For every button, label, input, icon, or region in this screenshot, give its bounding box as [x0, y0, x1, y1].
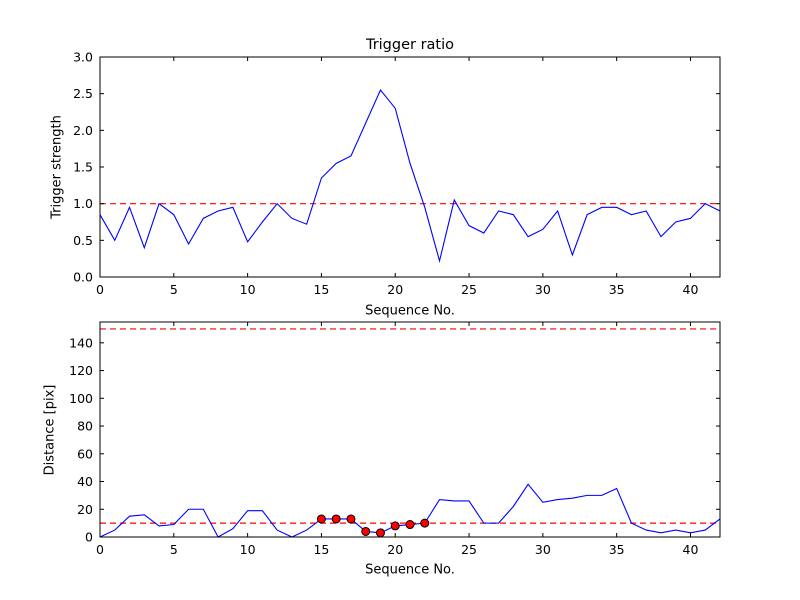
- x-tick-label: 0: [96, 282, 104, 297]
- y-tick-label: 3.0: [73, 50, 93, 65]
- x-tick-label: 25: [461, 542, 477, 557]
- trigger-event-markers: [346, 514, 356, 524]
- bottom-xlabel: Sequence No.: [365, 562, 455, 578]
- x-tick-label: 40: [683, 542, 699, 557]
- x-tick-label: 35: [609, 282, 625, 297]
- x-tick-label: 20: [387, 282, 403, 297]
- x-tick-label: 30: [535, 542, 551, 557]
- trigger-event-markers: [420, 518, 430, 528]
- y-tick-label: 0.0: [73, 270, 93, 285]
- trigger-event-markers: [316, 514, 326, 524]
- y-tick-label: 0: [85, 530, 93, 545]
- y-tick-label: 1.0: [73, 196, 93, 211]
- bottom-ylabel: Distance [pix]: [42, 384, 58, 476]
- x-tick-label: 0: [96, 542, 104, 557]
- top-xlabel: Sequence No.: [365, 303, 455, 319]
- y-tick-label: 2.5: [73, 86, 93, 101]
- x-tick-label: 15: [313, 282, 329, 297]
- trigger-event-markers: [361, 526, 371, 536]
- x-tick-label: 40: [683, 282, 699, 297]
- x-tick-label: 5: [170, 542, 178, 557]
- x-tick-label: 25: [461, 282, 477, 297]
- trigger-strength-line: [99, 88, 721, 264]
- trigger-event-markers: [390, 521, 400, 531]
- y-tick-label: 1.5: [73, 160, 93, 175]
- trigger-event-markers: [405, 520, 415, 530]
- trigger-event-markers: [375, 528, 385, 538]
- x-tick-label: 20: [387, 542, 403, 557]
- trigger-event-markers: [331, 514, 341, 524]
- x-tick-label: 10: [240, 282, 256, 297]
- axes-frame: [99, 321, 721, 538]
- y-tick-label: 80: [77, 419, 93, 434]
- y-tick-label: 60: [77, 446, 93, 461]
- top-ylabel: Trigger strength: [49, 115, 65, 219]
- x-tick-label: 30: [535, 282, 551, 297]
- axes-frame: [99, 56, 721, 278]
- y-tick-label: 2.0: [73, 123, 93, 138]
- chart-title: Trigger ratio: [365, 37, 455, 53]
- y-tick-label: 0.5: [73, 233, 93, 248]
- y-tick-label: 140: [69, 335, 93, 350]
- y-tick-label: 20: [77, 502, 93, 517]
- y-tick-label: 120: [69, 363, 93, 378]
- x-tick-label: 10: [240, 542, 256, 557]
- x-tick-label: 5: [170, 282, 178, 297]
- y-tick-label: 100: [69, 391, 93, 406]
- x-tick-label: 35: [609, 542, 625, 557]
- x-tick-label: 15: [313, 542, 329, 557]
- y-tick-label: 40: [77, 474, 93, 489]
- distance-line: [99, 483, 721, 538]
